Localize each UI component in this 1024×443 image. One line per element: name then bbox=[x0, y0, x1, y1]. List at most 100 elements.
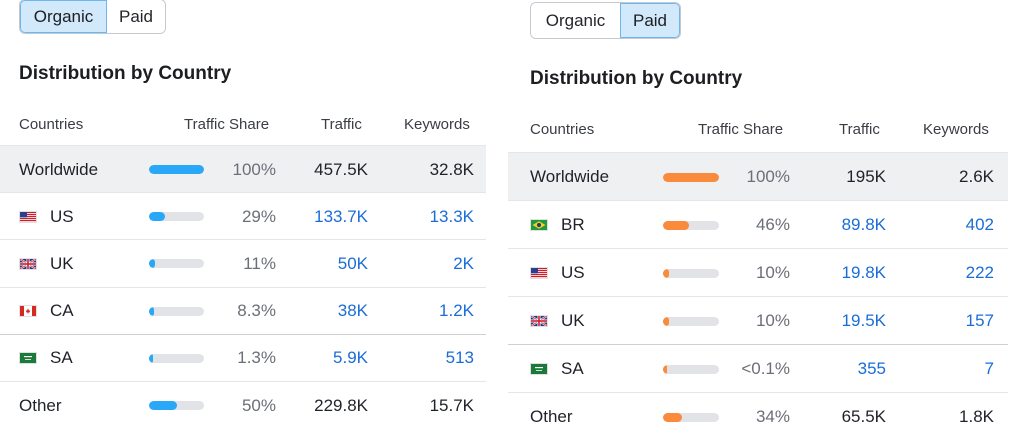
keywords-value[interactable]: 13.3K bbox=[429, 206, 474, 226]
section-title: Distribution by Country bbox=[530, 68, 743, 89]
keywords-column-header[interactable]: Keywords bbox=[923, 121, 989, 138]
table-row: CA 8.3% 38K 1.2K bbox=[0, 286, 486, 335]
table-row: Other 34% 65.5K 1.8K bbox=[508, 392, 1008, 441]
traffic-share-value: 10% bbox=[755, 311, 790, 330]
organic-tab[interactable]: Organic bbox=[531, 3, 620, 38]
traffic-value[interactable]: 19.5K bbox=[841, 311, 886, 330]
traffic-share-bar-fill bbox=[149, 212, 165, 222]
organic-tab[interactable]: Organic bbox=[20, 0, 107, 33]
uk-flag-icon bbox=[530, 315, 548, 327]
country-label: US bbox=[561, 263, 585, 282]
traffic-share-bar bbox=[663, 172, 719, 182]
traffic-value: 65.5K bbox=[841, 407, 886, 426]
keywords-value: 15.7K bbox=[429, 395, 474, 415]
country-cell: SA bbox=[19, 335, 73, 382]
keywords-value: 1.8K bbox=[959, 407, 994, 426]
traffic-share-bar-fill bbox=[663, 220, 689, 230]
keywords-value[interactable]: 2K bbox=[453, 253, 474, 273]
traffic-share-bar-fill bbox=[149, 401, 177, 411]
country-cell: SA bbox=[530, 345, 584, 393]
traffic-value[interactable]: 50K bbox=[337, 253, 368, 273]
traffic-share-bar bbox=[663, 220, 719, 230]
keywords-value[interactable]: 402 bbox=[965, 215, 994, 234]
traffic-value[interactable]: 133.7K bbox=[314, 206, 368, 226]
table-row: UK 11% 50K 2K bbox=[0, 239, 486, 287]
traffic-share-bar bbox=[149, 401, 204, 411]
country-label: Worldwide bbox=[19, 159, 99, 179]
traffic-value[interactable]: 89.8K bbox=[841, 215, 886, 234]
us-flag-icon bbox=[530, 267, 548, 279]
traffic-value[interactable]: 19.8K bbox=[841, 263, 886, 282]
traffic-share-value: 29% bbox=[241, 206, 276, 226]
table-row: Other 50% 229.8K 15.7K bbox=[0, 381, 486, 429]
table-row: US 29% 133.7K 13.3K bbox=[0, 192, 486, 240]
traffic-share-bar-fill bbox=[663, 316, 669, 326]
traffic-value: 457.5K bbox=[314, 159, 368, 179]
us-flag-icon bbox=[19, 210, 37, 223]
paid-tab[interactable]: Paid bbox=[620, 3, 680, 38]
traffic-share-bar-fill bbox=[149, 353, 153, 363]
traffic-share-bar bbox=[149, 353, 204, 363]
traffic-share-column-header[interactable]: Traffic Share bbox=[184, 116, 270, 133]
country-label: SA bbox=[50, 348, 73, 368]
traffic-share-value: 8.3% bbox=[237, 301, 276, 321]
countries-column-header[interactable]: Countries bbox=[19, 116, 84, 133]
traffic-share-value: 50% bbox=[241, 395, 276, 415]
country-cell: Other bbox=[19, 382, 62, 429]
traffic-share-value: <0.1% bbox=[741, 359, 790, 378]
paid-tab[interactable]: Paid bbox=[107, 0, 165, 33]
keywords-value[interactable]: 157 bbox=[965, 311, 994, 330]
traffic-share-column-header[interactable]: Traffic Share bbox=[698, 121, 784, 138]
country-label: US bbox=[50, 206, 74, 226]
worldwide-row: Worldwide 100% 195K 2.6K bbox=[508, 152, 1008, 201]
traffic-value[interactable]: 355 bbox=[857, 359, 886, 378]
traffic-share-value: 46% bbox=[755, 215, 790, 234]
traffic-share-bar bbox=[149, 212, 204, 222]
traffic-column-header[interactable]: Traffic bbox=[321, 116, 362, 133]
traffic-value[interactable]: 5.9K bbox=[333, 348, 368, 368]
country-label: UK bbox=[561, 311, 585, 330]
country-cell: US bbox=[530, 249, 585, 297]
countries-column-header[interactable]: Countries bbox=[530, 121, 595, 138]
traffic-value[interactable]: 38K bbox=[337, 301, 368, 321]
country-label: SA bbox=[561, 359, 584, 378]
country-label: BR bbox=[561, 215, 585, 234]
traffic-share-bar-fill bbox=[149, 306, 154, 316]
country-cell: CA bbox=[19, 288, 74, 335]
traffic-share-bar-fill bbox=[663, 172, 719, 182]
traffic-share-bar-fill bbox=[149, 259, 156, 269]
table-row: SA 1.3% 5.9K 513 bbox=[0, 333, 486, 382]
keywords-value[interactable]: 222 bbox=[965, 263, 994, 282]
traffic-value: 229.8K bbox=[314, 395, 368, 415]
country-label: UK bbox=[50, 253, 74, 273]
traffic-share-value: 1.3% bbox=[237, 348, 276, 368]
br-flag-icon bbox=[530, 219, 548, 231]
traffic-share-bar bbox=[663, 316, 719, 326]
traffic-share-bar bbox=[663, 364, 719, 374]
traffic-share-bar bbox=[663, 268, 719, 278]
traffic-share-value: 100% bbox=[232, 159, 276, 179]
uk-flag-icon bbox=[19, 257, 37, 270]
section-title: Distribution by Country bbox=[19, 63, 232, 84]
traffic-share-bar bbox=[663, 412, 719, 422]
keywords-value[interactable]: 513 bbox=[445, 348, 474, 368]
traffic-column-header[interactable]: Traffic bbox=[839, 121, 880, 138]
keywords-value[interactable]: 1.2K bbox=[439, 301, 474, 321]
table-row: SA <0.1% 355 7 bbox=[508, 344, 1008, 393]
traffic-share-bar-fill bbox=[663, 268, 669, 278]
table-row: BR 46% 89.8K 402 bbox=[508, 200, 1008, 249]
traffic-share-bar-fill bbox=[663, 364, 667, 374]
traffic-share-value: 100% bbox=[746, 167, 790, 186]
keywords-value: 2.6K bbox=[959, 167, 994, 186]
traffic-share-value: 34% bbox=[755, 407, 790, 426]
traffic-share-value: 11% bbox=[243, 253, 276, 273]
traffic-share-value: 10% bbox=[755, 263, 790, 282]
country-cell: BR bbox=[530, 201, 585, 249]
traffic-value: 195K bbox=[846, 167, 886, 186]
keywords-column-header[interactable]: Keywords bbox=[404, 116, 470, 133]
traffic-share-bar-fill bbox=[663, 412, 683, 422]
traffic-type-toggle: Organic Paid bbox=[530, 2, 681, 39]
country-cell: UK bbox=[19, 240, 74, 287]
keywords-value[interactable]: 7 bbox=[984, 359, 994, 378]
country-cell: US bbox=[19, 193, 74, 240]
